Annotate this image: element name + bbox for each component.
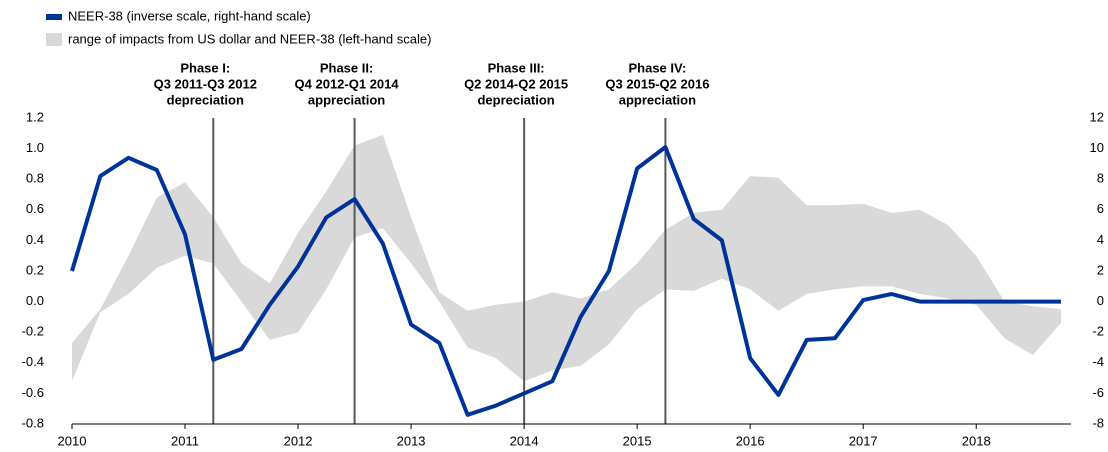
y-tick-label: 0.0 [26,293,44,308]
y-tick-label: 1.0 [26,140,44,155]
x-tick-label: 2012 [284,433,313,448]
y2-tick-label: -4 [1092,354,1104,369]
annotation: Q3 2015-Q2 2016 [605,76,709,91]
annotation: Phase II: [320,60,373,75]
y2-tick-label: 6 [1097,201,1104,216]
annotation: Phase IV: [628,60,686,75]
line-series [70,145,1061,417]
annotation: Phase III: [488,60,545,75]
legend-swatch-area [46,33,62,46]
annotation: appreciation [619,92,696,107]
x-tick-label: 2011 [171,433,199,448]
y-tick-label: -0.2 [22,324,44,339]
y2-tick-label: 10 [1090,140,1104,155]
annotation: Q3 2011-Q3 2012 [154,76,257,91]
y2-tick-label: -6 [1092,385,1104,400]
y-tick-label: 0.8 [26,171,44,186]
y-tick-label: -0.8 [22,415,44,430]
y2-tick-label: 4 [1097,232,1104,247]
annotation: appreciation [308,92,385,107]
y-tick-label: 1.2 [26,109,44,124]
x-tick-label: 2017 [849,433,878,448]
y-tick-label: -0.4 [22,354,44,369]
y2-tick-label: -8 [1092,415,1104,430]
annotation: depreciation [477,92,554,107]
y-tick-label: 0.4 [26,232,44,247]
x-tick-label: 2010 [58,433,87,448]
y2-tick-label: 12 [1090,109,1104,124]
x-tick-label: 2016 [736,433,765,448]
annotation: Q2 2014-Q2 2015 [464,76,568,91]
annotation: Phase I: [180,60,230,75]
x-tick-label: 2013 [397,433,426,448]
y-tick-label: 0.2 [26,262,44,277]
annotation: depreciation [167,92,244,107]
y2-tick-label: 0 [1097,293,1104,308]
annotation: Q4 2012-Q1 2014 [295,76,400,91]
legend-label: NEER-38 (inverse scale, right-hand scale… [68,8,311,23]
x-tick-label: 2015 [623,433,652,448]
y2-tick-label: 2 [1097,262,1104,277]
y2-tick-label: 8 [1097,171,1104,186]
x-tick-label: 2014 [510,433,539,448]
y2-tick-label: -2 [1092,324,1104,339]
legend-swatch-line [46,14,62,20]
x-tick-label: 2018 [962,433,991,448]
y-tick-label: -0.6 [22,385,44,400]
legend-label: range of impacts from US dollar and NEER… [68,31,431,46]
range-area [72,134,1061,382]
y-tick-label: 0.6 [26,201,44,216]
